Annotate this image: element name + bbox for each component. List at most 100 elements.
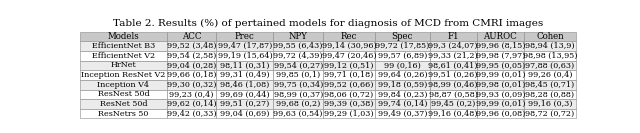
Bar — [375, 70, 429, 80]
Bar — [167, 61, 216, 70]
Text: 98,28 (0,88): 98,28 (0,88) — [525, 90, 575, 98]
Bar — [429, 90, 477, 99]
Text: 99,64 (0,26): 99,64 (0,26) — [378, 71, 428, 79]
Bar — [477, 90, 524, 99]
Bar — [524, 80, 576, 90]
Text: 99,99 (0,01): 99,99 (0,01) — [476, 71, 525, 79]
Text: 99,69 (0,44): 99,69 (0,44) — [220, 90, 269, 98]
Bar — [80, 99, 167, 109]
Text: 99,95 (0,05): 99,95 (0,05) — [476, 61, 525, 69]
Bar — [167, 51, 216, 61]
Bar — [477, 70, 524, 80]
Text: 99,52 (3,48): 99,52 (3,48) — [167, 42, 216, 50]
Bar — [80, 32, 167, 41]
Bar — [273, 80, 323, 90]
Bar — [477, 51, 524, 61]
Text: 98,61 (0,41): 98,61 (0,41) — [429, 61, 478, 69]
Bar — [477, 61, 524, 70]
Text: 99,63 (0,54): 99,63 (0,54) — [273, 110, 323, 118]
Text: 99,45 (0,2): 99,45 (0,2) — [431, 100, 476, 108]
Text: ResNest 50d: ResNest 50d — [97, 90, 149, 98]
Bar — [216, 109, 273, 118]
Text: 99,54 (2,58): 99,54 (2,58) — [167, 52, 216, 60]
Bar — [216, 90, 273, 99]
Text: 99,66 (0,18): 99,66 (0,18) — [167, 71, 216, 79]
Text: 98,11 (0,31): 98,11 (0,31) — [220, 61, 269, 69]
Text: 99,3 (24,07): 99,3 (24,07) — [429, 42, 478, 50]
Bar — [524, 61, 576, 70]
Bar — [323, 80, 375, 90]
Bar — [524, 90, 576, 99]
Text: 98,94 (13,9): 98,94 (13,9) — [525, 42, 575, 50]
Text: 99,71 (0,18): 99,71 (0,18) — [324, 71, 374, 79]
Bar — [375, 80, 429, 90]
Bar — [80, 109, 167, 118]
Text: 99,52 (0,66): 99,52 (0,66) — [324, 81, 374, 89]
Text: 99,29 (1,03): 99,29 (1,03) — [324, 110, 374, 118]
Bar — [167, 41, 216, 51]
Bar — [524, 32, 576, 41]
Bar — [524, 51, 576, 61]
Text: 99,62 (0,14): 99,62 (0,14) — [167, 100, 216, 108]
Text: 99,85 (0,1): 99,85 (0,1) — [276, 71, 321, 79]
Bar — [375, 41, 429, 51]
Text: 99,72 (17,85): 99,72 (17,85) — [375, 42, 429, 50]
Bar — [167, 32, 216, 41]
Bar — [375, 32, 429, 41]
Bar — [216, 32, 273, 41]
Text: 99,99 (0,01): 99,99 (0,01) — [476, 100, 525, 108]
Bar — [375, 109, 429, 118]
Bar — [216, 41, 273, 51]
Text: 97,88 (0,63): 97,88 (0,63) — [525, 61, 575, 69]
Text: 99,39 (0,38): 99,39 (0,38) — [324, 100, 374, 108]
Text: 99,75 (0,34): 99,75 (0,34) — [273, 81, 323, 89]
Text: Inception ResNet V2: Inception ResNet V2 — [81, 71, 166, 79]
Bar — [167, 80, 216, 90]
Bar — [216, 80, 273, 90]
Bar — [323, 90, 375, 99]
Text: ResNet 50d: ResNet 50d — [100, 100, 147, 108]
Bar — [477, 32, 524, 41]
Text: 99,23 (0,4): 99,23 (0,4) — [170, 90, 214, 98]
Text: 99,49 (0,37): 99,49 (0,37) — [378, 110, 427, 118]
Bar — [167, 70, 216, 80]
Bar — [429, 41, 477, 51]
Bar — [323, 109, 375, 118]
Text: 99,42 (0,33): 99,42 (0,33) — [167, 110, 216, 118]
Bar — [273, 90, 323, 99]
Text: 99,93 (0,09): 99,93 (0,09) — [476, 90, 525, 98]
Bar — [323, 70, 375, 80]
Bar — [477, 99, 524, 109]
Text: Cohen: Cohen — [536, 32, 564, 41]
Text: 99,98 (0,01): 99,98 (0,01) — [476, 81, 525, 89]
Bar — [323, 51, 375, 61]
Text: 99,12 (0,51): 99,12 (0,51) — [324, 61, 374, 69]
Bar — [477, 80, 524, 90]
Bar — [429, 99, 477, 109]
Text: EfficientNet V2: EfficientNet V2 — [92, 52, 155, 60]
Text: Models: Models — [108, 32, 140, 41]
Text: 99,19 (15,64): 99,19 (15,64) — [218, 52, 272, 60]
Text: 99,47 (17,87): 99,47 (17,87) — [218, 42, 272, 50]
Bar — [80, 70, 167, 80]
Bar — [216, 99, 273, 109]
Text: 99,04 (0,28): 99,04 (0,28) — [167, 61, 216, 69]
Text: 99,96 (0,08): 99,96 (0,08) — [476, 110, 525, 118]
Bar — [273, 99, 323, 109]
Bar — [375, 61, 429, 70]
Bar — [524, 41, 576, 51]
Text: 99,30 (0,32): 99,30 (0,32) — [167, 81, 216, 89]
Text: 98,99 (0,37): 98,99 (0,37) — [273, 90, 323, 98]
Text: Rec: Rec — [341, 32, 357, 41]
Bar — [273, 32, 323, 41]
Text: Inception V4: Inception V4 — [97, 81, 149, 89]
Text: Table 2. Results (%) of pertained models for diagnosis of MCD from CMRI images: Table 2. Results (%) of pertained models… — [113, 19, 543, 28]
Bar — [216, 51, 273, 61]
Text: 98,45 (0,71): 98,45 (0,71) — [525, 81, 575, 89]
Text: 99,31 (0,49): 99,31 (0,49) — [220, 71, 269, 79]
Bar — [80, 90, 167, 99]
Text: 99,74 (0,14): 99,74 (0,14) — [378, 100, 427, 108]
Text: ACC: ACC — [182, 32, 202, 41]
Text: 99,14 (30,96): 99,14 (30,96) — [322, 42, 376, 50]
Bar — [323, 61, 375, 70]
